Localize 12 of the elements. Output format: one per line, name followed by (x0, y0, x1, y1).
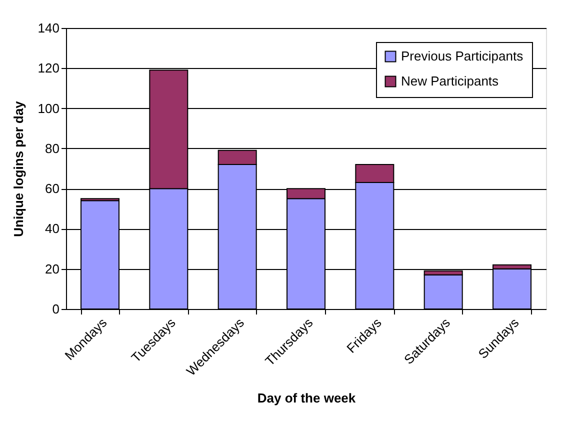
y-tick-label: 80 (45, 140, 60, 156)
y-tick-label: 40 (45, 221, 60, 236)
x-axis-title: Day of the week (257, 390, 356, 406)
y-tick-label: 140 (38, 20, 60, 36)
y-tick-label: 60 (45, 181, 60, 196)
y-tick-label: 20 (45, 261, 60, 276)
y-tick-label: 120 (38, 60, 60, 76)
legend-label: Previous Participants (401, 48, 524, 64)
y-tick-label: 0 (52, 302, 60, 316)
legend-label: New Participants (401, 74, 500, 88)
y-axis-title: Unique logins per day (10, 100, 26, 237)
y-tick-label: 100 (38, 100, 60, 116)
